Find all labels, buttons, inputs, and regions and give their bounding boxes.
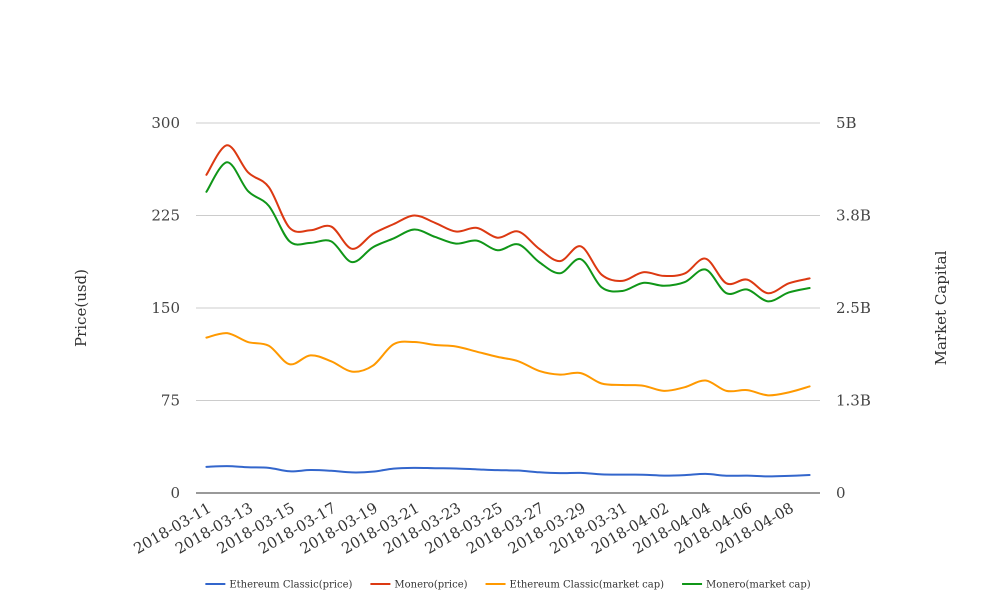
legend-label: Ethereum Classic(market cap) [510,580,665,591]
y-right-tick-label: 2.5B [836,299,871,317]
y-left-tick-label: 0 [170,484,180,502]
y-right-axis-title: Market Capital [932,250,950,365]
y-left-tick-label: 150 [151,299,180,317]
series-line-1 [205,144,811,295]
legend: Ethereum Classic(price) Monero(price) Ethe… [205,580,811,591]
y-right-tick-label: 0 [836,484,846,502]
y-left-tick-label: 300 [151,114,180,132]
legend-label: Ethereum Classic(price) [229,580,352,591]
legend-item[interactable]: Monero(market cap) [682,580,811,591]
y-right-tick-label: 1.3B [836,392,871,410]
y-left-axis-title: Price(usd) [72,269,90,347]
series-lines [205,144,811,478]
legend-label: Monero(market cap) [706,580,811,591]
legend-item[interactable]: Ethereum Classic(price) [205,580,353,591]
y-right-tick-label: 3.8B [836,207,871,225]
legend-item[interactable]: Ethereum Classic(market cap) [485,580,665,591]
series-line-2 [205,332,811,397]
series-line-3 [205,161,811,303]
y-right-tick-label: 5B [836,114,857,132]
grid-lines [196,122,820,401]
legend-item[interactable]: Monero(price) [370,580,468,591]
legend-label: Monero(price) [394,580,467,591]
y-left-tick-label: 75 [161,392,180,410]
series-line-0 [205,465,811,478]
y-left-tick-label: 225 [151,207,180,225]
